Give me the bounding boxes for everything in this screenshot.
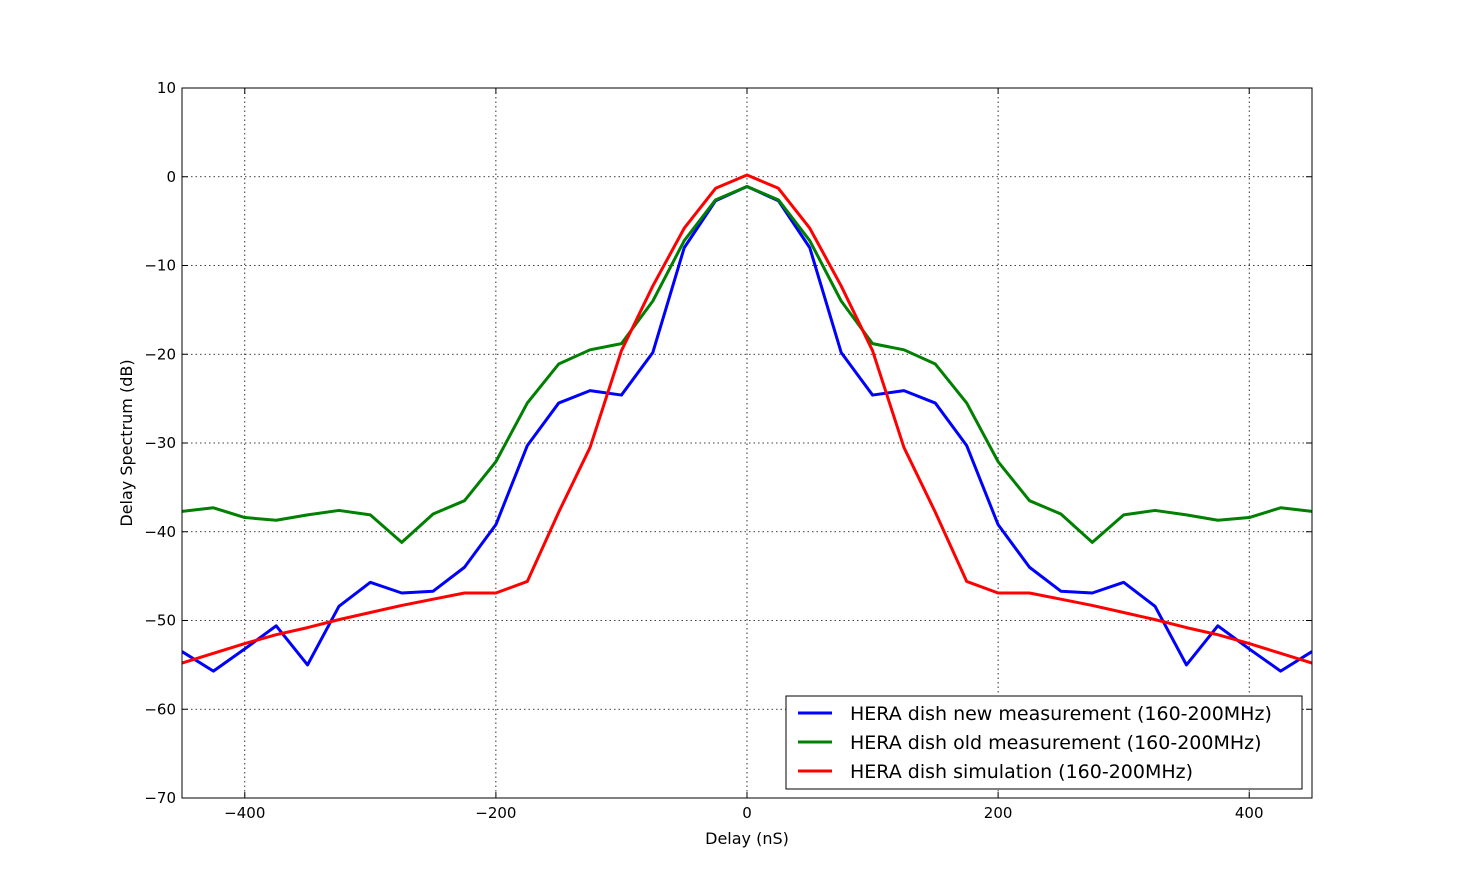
legend: HERA dish new measurement (160-200MHz) HE… <box>785 695 1303 790</box>
legend-label: HERA dish old measurement (160-200MHz) <box>850 732 1262 754</box>
legend-label: HERA dish simulation (160-200MHz) <box>850 761 1193 783</box>
legend-entry: HERA dish new measurement (160-200MHz) <box>798 703 1272 725</box>
y-tick-label: −60 <box>144 700 176 718</box>
legend-box <box>785 695 1303 790</box>
series-line-2 <box>182 185 1312 544</box>
y-tick-label: 0 <box>166 168 176 186</box>
series-line-3 <box>182 173 1312 665</box>
x-tick-label: 0 <box>742 804 752 822</box>
legend-entries: HERA dish new measurement (160-200MHz) HE… <box>798 703 1272 783</box>
x-axis-label: Delay (nS) <box>705 829 789 848</box>
x-tick-label: −400 <box>224 804 265 822</box>
y-tick-label: −10 <box>144 257 176 275</box>
series-lines <box>182 173 1312 673</box>
y-tick-label: −40 <box>144 523 176 541</box>
tick-labels: −400 −200 0 200 400 10 0 −10 −20 −30 −40 −50 −60 −70 <box>144 79 1263 822</box>
x-tick-label: −200 <box>475 804 516 822</box>
axis-ticks <box>182 87 1312 799</box>
y-tick-label: −50 <box>144 612 176 630</box>
legend-label: HERA dish new measurement (160-200MHz) <box>850 703 1272 725</box>
y-tick-label: 10 <box>157 79 176 97</box>
y-tick-label: −30 <box>144 434 176 452</box>
legend-entry: HERA dish old measurement (160-200MHz) <box>798 732 1262 754</box>
grid <box>182 87 1312 799</box>
legend-entry: HERA dish simulation (160-200MHz) <box>798 761 1193 783</box>
x-tick-label: 400 <box>1235 804 1264 822</box>
x-tick-label: 200 <box>984 804 1013 822</box>
y-axis-label: Delay Spectrum (dB) <box>117 359 136 526</box>
y-tick-label: −70 <box>144 789 176 807</box>
y-tick-label: −20 <box>144 345 176 363</box>
